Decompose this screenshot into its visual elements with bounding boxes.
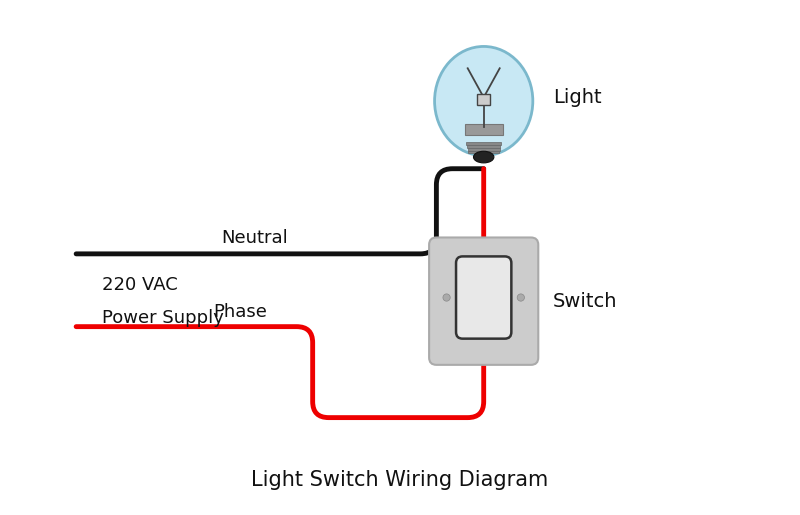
- Ellipse shape: [474, 151, 494, 163]
- Text: Light Switch Wiring Diagram: Light Switch Wiring Diagram: [251, 470, 549, 490]
- Ellipse shape: [434, 46, 533, 156]
- FancyBboxPatch shape: [465, 124, 502, 134]
- Text: Light: Light: [553, 88, 602, 107]
- Text: Power Supply: Power Supply: [102, 308, 223, 327]
- Circle shape: [517, 294, 525, 301]
- FancyBboxPatch shape: [466, 142, 501, 145]
- Text: Switch: Switch: [553, 291, 618, 311]
- FancyBboxPatch shape: [477, 94, 490, 105]
- FancyBboxPatch shape: [429, 237, 538, 365]
- FancyBboxPatch shape: [468, 148, 500, 150]
- FancyBboxPatch shape: [469, 150, 499, 153]
- Text: Phase: Phase: [213, 303, 267, 321]
- Text: Neutral: Neutral: [221, 229, 288, 247]
- Text: 220 VAC: 220 VAC: [102, 276, 178, 294]
- Circle shape: [443, 294, 450, 301]
- FancyBboxPatch shape: [467, 145, 501, 148]
- FancyBboxPatch shape: [456, 256, 511, 339]
